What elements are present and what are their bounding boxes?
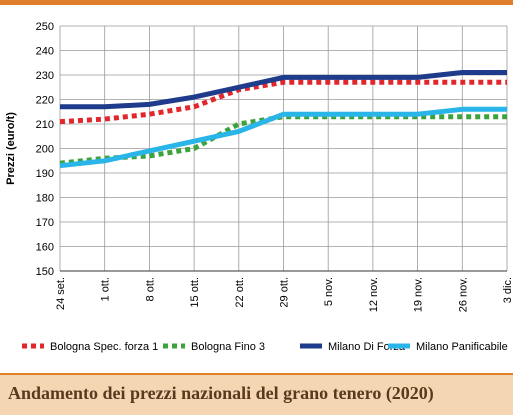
y-tick-label: 180: [36, 193, 54, 205]
y-tick-label: 210: [36, 119, 54, 131]
x-tick-label: 26 nov.: [457, 277, 469, 312]
x-tick-label: 29 ott.: [279, 277, 291, 308]
series-line: [59, 106, 507, 169]
y-tick-label: 170: [36, 217, 54, 229]
x-tick-label: 15 ott.: [189, 277, 201, 308]
price-line-chart: 150 160 170 180 190 200 210 220 230 240 250 24 set…: [5, 21, 513, 353]
y-tick-label: 150: [36, 266, 54, 278]
x-tick-label: 24 set.: [55, 277, 67, 310]
legend-label: Bologna Spec. forza 1: [50, 341, 158, 353]
top-accent-bar: [0, 0, 513, 5]
y-tick-label: 200: [36, 144, 54, 156]
y-tick-label: 190: [36, 168, 54, 180]
y-tick-label: 230: [36, 70, 54, 82]
y-tick-label: 250: [36, 21, 54, 33]
x-tick-label: 3 dic.: [502, 277, 513, 303]
legend-label: Milano Di Forza: [328, 341, 406, 353]
x-tick-label: 5 nov.: [323, 277, 335, 306]
legend-label: Milano Panificabile: [416, 341, 508, 353]
y-tick-label: 240: [36, 46, 54, 58]
chart-legend: Bologna Spec. forza 1 Bologna Fino 3 Milan…: [22, 341, 508, 353]
x-tick-label: 19 nov.: [413, 277, 425, 312]
series-line: [59, 79, 507, 125]
x-tick-label: 12 nov.: [368, 277, 380, 312]
chart-caption: Andamento dei prezzi nazionali del grano…: [8, 383, 434, 403]
y-axis-ticks: 150 160 170 180 190 200 210 220 230 240 250: [36, 21, 54, 278]
x-tick-label: 8 ott.: [144, 277, 156, 301]
y-tick-label: 220: [36, 95, 54, 107]
legend-label: Bologna Fino 3: [191, 341, 265, 353]
chart-grid: [59, 25, 508, 272]
x-tick-label: 1 ott.: [100, 277, 112, 301]
x-axis-ticks: 24 set. 1 ott. 8 ott. 15 ott. 22 ott. 29 ott.…: [55, 277, 513, 312]
series-line: [60, 70, 507, 110]
y-axis-label: Prezzi (euro/t): [5, 112, 17, 185]
x-tick-label: 22 ott.: [234, 277, 246, 308]
y-tick-label: 160: [36, 242, 54, 254]
chart-caption-bar: Andamento dei prezzi nazionali del grano…: [0, 373, 513, 415]
chart-series: [59, 70, 507, 169]
